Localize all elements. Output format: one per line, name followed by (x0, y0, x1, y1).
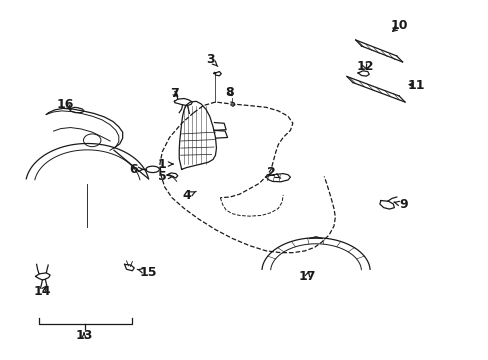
Text: 5: 5 (158, 170, 172, 183)
Text: 12: 12 (356, 60, 373, 73)
Text: 2: 2 (266, 166, 280, 179)
Text: 11: 11 (407, 78, 424, 91)
Text: 15: 15 (137, 266, 157, 279)
Text: 17: 17 (298, 270, 315, 283)
Text: 6: 6 (129, 163, 143, 176)
Text: 3: 3 (206, 53, 217, 67)
Text: 7: 7 (170, 87, 179, 100)
Text: 13: 13 (75, 329, 93, 342)
Text: 8: 8 (225, 86, 234, 99)
Text: 16: 16 (57, 98, 74, 111)
Text: 14: 14 (34, 285, 51, 298)
Text: 4: 4 (182, 189, 196, 202)
Text: 1: 1 (158, 158, 172, 171)
Text: 9: 9 (393, 198, 407, 211)
Text: 10: 10 (389, 19, 407, 32)
